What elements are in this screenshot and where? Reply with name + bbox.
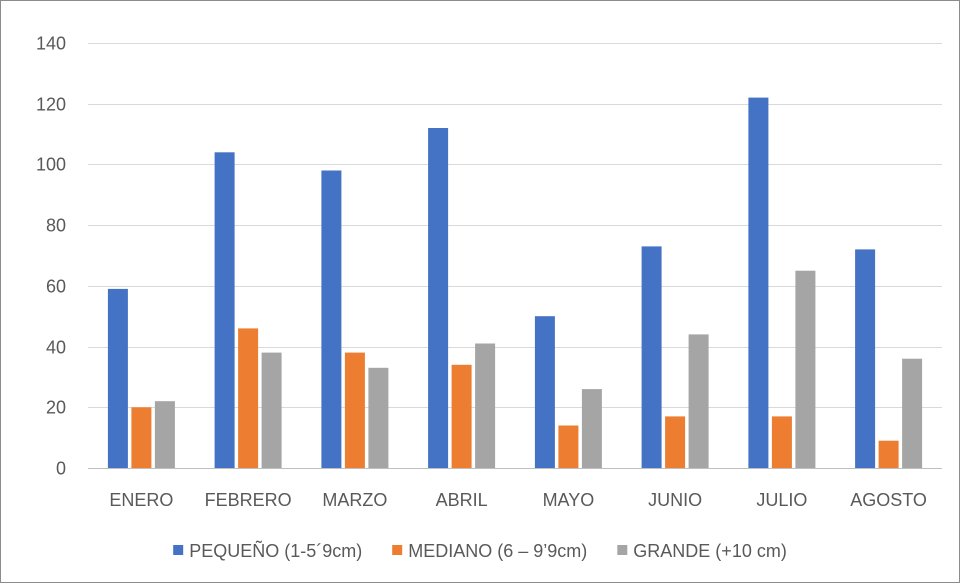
y-tick-label: 0 [56, 459, 66, 479]
y-tick-label: 120 [36, 95, 66, 115]
bar-agosto-series-3 [902, 359, 922, 468]
bar-enero-series-2 [131, 407, 151, 468]
bar-julio-series-3 [795, 271, 815, 468]
legend-item: PEQUEÑO (1-5´9cm) [173, 540, 362, 561]
y-tick-label: 40 [46, 338, 66, 358]
bar-enero-series-1 [108, 289, 128, 468]
legend-item: GRANDE (+10 cm) [617, 541, 787, 561]
bar-mayo-series-2 [558, 426, 578, 469]
x-axis-ticks: ENERO FEBRERO MARZO ABRIL MAYO JUNIO JULIO AGOS… [109, 490, 927, 510]
bar-junio-series-2 [665, 416, 685, 468]
legend-swatch [617, 545, 627, 555]
x-tick-label: JUNIO [648, 490, 702, 510]
y-axis-ticks: 0 20 40 60 80 100 120 140 [36, 34, 66, 479]
legend-item: MEDIANO (6 – 9’9cm) [392, 541, 587, 561]
legend-swatch [392, 545, 402, 555]
x-tick-label: FEBRERO [205, 490, 292, 510]
x-tick-label: ENERO [109, 490, 173, 510]
bar-febrero-series-1 [215, 152, 235, 468]
bar-julio-series-2 [772, 416, 792, 468]
bar-julio-series-1 [748, 98, 768, 468]
legend: PEQUEÑO (1-5´9cm) MEDIANO (6 – 9’9cm) GRAN… [173, 540, 787, 561]
y-tick-label: 100 [36, 155, 66, 175]
bar-enero-series-3 [155, 401, 175, 468]
bar-mayo-series-3 [582, 389, 602, 468]
bar-marzo-series-2 [345, 353, 365, 468]
bar-agosto-series-2 [879, 441, 899, 468]
bar-marzo-series-1 [321, 171, 341, 469]
bar-junio-series-3 [689, 334, 709, 468]
bar-febrero-series-3 [262, 353, 282, 468]
y-tick-label: 60 [46, 277, 66, 297]
bar-febrero-series-2 [238, 328, 258, 468]
legend-label: GRANDE (+10 cm) [633, 541, 787, 561]
y-tick-label: 140 [36, 34, 66, 54]
legend-label: MEDIANO (6 – 9’9cm) [408, 541, 587, 561]
bar-abril-series-2 [452, 365, 472, 468]
y-tick-label: 80 [46, 216, 66, 236]
y-tick-label: 20 [46, 398, 66, 418]
bar-mayo-series-1 [535, 316, 555, 468]
x-tick-label: AGOSTO [850, 490, 927, 510]
bar-agosto-series-1 [855, 249, 875, 468]
x-tick-label: MAYO [543, 490, 595, 510]
bar-abril-series-1 [428, 128, 448, 468]
x-tick-label: MARZO [322, 490, 387, 510]
legend-label: PEQUEÑO (1-5´9cm) [189, 540, 362, 561]
bar-junio-series-1 [642, 246, 662, 468]
x-tick-label: ABRIL [436, 490, 488, 510]
x-tick-label: JULIO [756, 490, 807, 510]
legend-swatch [173, 545, 183, 555]
bar-marzo-series-3 [368, 368, 388, 468]
bar-abril-series-3 [475, 344, 495, 469]
bars [108, 98, 922, 468]
